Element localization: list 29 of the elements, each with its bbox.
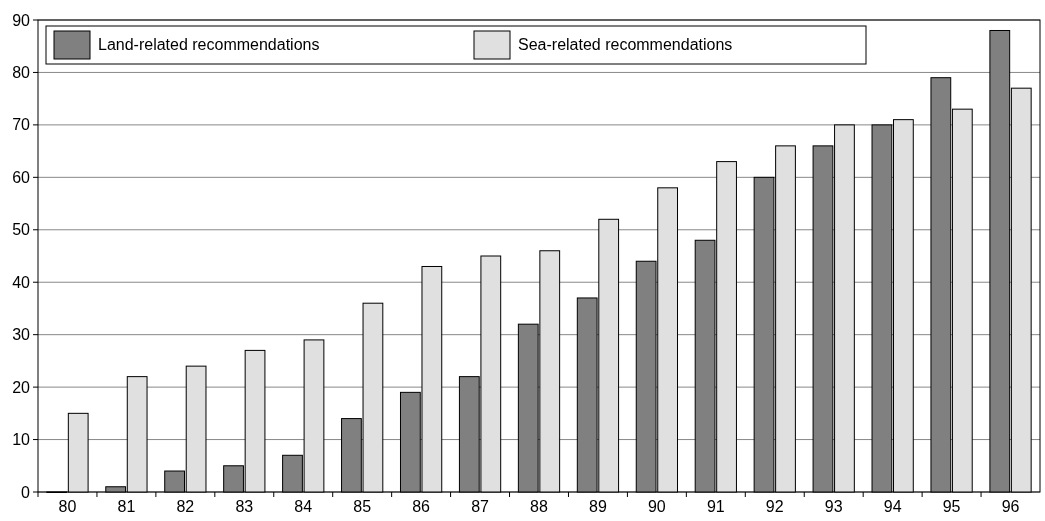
x-tick-label: 80 [58, 498, 77, 515]
x-tick-label: 96 [1001, 498, 1020, 515]
y-tick-label: 70 [12, 116, 31, 134]
x-tick-label: 90 [647, 498, 666, 515]
x-tick-label: 83 [235, 498, 254, 515]
x-tick-label: 88 [530, 498, 548, 515]
y-tick-label: 50 [12, 221, 31, 239]
x-tick-label: 91 [706, 498, 725, 515]
x-tick-label: 86 [412, 498, 431, 515]
legend-label: Land-related recommendations [98, 36, 320, 53]
y-tick-label: 10 [12, 431, 31, 449]
y-tick-label: 60 [12, 168, 31, 186]
x-tick-label: 93 [824, 498, 843, 515]
y-tick-label: 80 [12, 64, 31, 82]
x-tick-label: 94 [883, 498, 902, 515]
x-tick-label: 87 [471, 498, 490, 515]
y-tick-label: 90 [12, 11, 31, 29]
y-tick-label: 20 [12, 378, 31, 396]
x-tick-label: 85 [353, 498, 372, 515]
y-tick-label: 0 [21, 483, 31, 501]
x-tick-label: 84 [294, 498, 313, 515]
x-tick-label: 92 [765, 498, 784, 515]
y-tick-label: 40 [12, 273, 31, 291]
x-tick-label: 81 [117, 498, 136, 515]
x-tick-label: 82 [176, 498, 195, 515]
legend-label: Sea-related recommendations [518, 36, 733, 53]
x-tick-label: 89 [589, 498, 607, 515]
y-tick-label: 30 [12, 326, 31, 344]
x-tick-label: 95 [942, 498, 961, 515]
